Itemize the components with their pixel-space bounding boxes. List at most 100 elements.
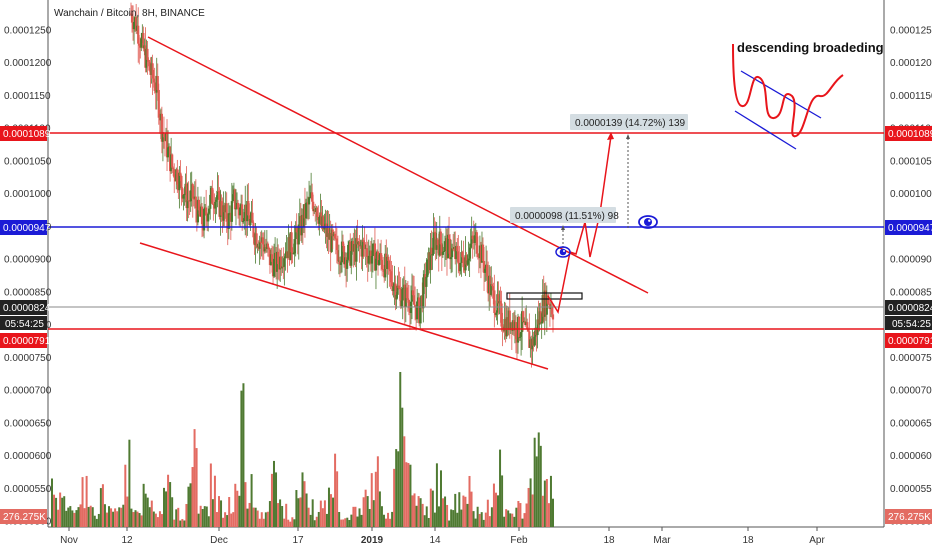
candle-body [491,284,494,287]
candle-body [416,301,419,320]
volume-bar [51,478,53,527]
volume-bar [450,509,453,527]
volume-bar [105,512,108,527]
volume-bar [466,503,469,527]
candle-body [493,290,496,314]
candle-body [377,260,381,265]
candle-body [132,21,136,30]
upper-trendline[interactable] [147,36,649,294]
volume-bar [252,507,255,527]
candle-body [200,206,204,225]
volume-bar [362,497,365,527]
volume-bar [110,508,113,527]
candle-body [443,241,447,252]
volume-bar [295,490,298,527]
countdown-timer-left: 05:54:25 [5,319,44,330]
volume-bar [490,507,493,527]
candle-body [456,245,459,252]
volume-bar [456,512,459,527]
volume-bar [89,505,92,527]
candle-body [181,188,184,199]
candle-body [394,283,397,300]
volume-bar [65,510,68,527]
candle-body [151,63,154,79]
breakout-rectangle[interactable] [506,292,583,300]
volume-bar [431,490,434,527]
candle-body [457,251,460,264]
candle-body [196,199,200,223]
volume-bar [315,516,318,527]
volume-bar [509,513,512,527]
candle-body [147,59,150,62]
volume-bar [505,509,508,527]
right-price-axis[interactable]: 0.00012500.00012000.00011500.00011000.00… [890,26,932,528]
candle-body [396,285,399,295]
volume-bar [73,512,76,527]
volume-bar [334,453,337,527]
candle-body [209,194,212,209]
volume-bar [228,497,231,527]
candle-body [236,202,240,210]
volume-bar [425,506,428,527]
candle-body [411,290,415,296]
candle-body [387,256,390,261]
volume-bar [464,496,467,527]
measure-upper-box[interactable] [570,114,688,130]
volume-bar [63,496,66,527]
eye-icon[interactable] [555,246,571,258]
candle-body [259,241,262,243]
price-tick-label: 0.0000600 [890,451,932,462]
volume-bar [482,519,485,527]
candle-body [390,271,393,283]
candle-body [517,316,521,338]
candle-body [214,201,217,209]
volume-bar [387,512,390,527]
volume-bar [95,518,98,527]
candle-body [282,266,285,268]
volume-bar [158,511,161,527]
candle-body [171,154,174,168]
volume-bar [492,483,495,527]
candle-body [339,262,343,265]
time-axis[interactable]: Nov 12 Dec 17 2019 14 Feb 18 Mar 18 Apr [60,527,825,546]
volume-bar [368,508,371,527]
candle-body [172,167,175,170]
candle-body [533,336,536,346]
candle-body [146,48,149,60]
volume-bar [511,513,514,527]
volume-bar [391,511,394,527]
volume-bar [224,512,227,527]
volume-bar [523,513,526,527]
volume-bar [181,519,184,527]
volume-bar [370,473,373,527]
volume-bar [222,517,225,527]
volume-bar [266,511,269,527]
left-price-axis[interactable]: 0.00012500.00012000.00011500.00011000.00… [4,26,52,528]
volume-bar [364,489,367,527]
volume-bar [272,460,275,527]
candle-body [280,256,283,269]
volume-bar [140,515,143,527]
price-tick-label: 0.0000650 [890,418,932,429]
candle-body [550,307,554,315]
volume-bar [397,451,400,527]
eye-icon[interactable] [638,215,658,229]
volume-bar [124,464,127,527]
candle-body [429,247,432,271]
volume-bar [61,497,64,527]
volume-bar [338,511,341,527]
volume-bar [531,494,534,527]
candle-body [211,187,214,204]
price-tick-label: 0.0001000 [890,189,932,200]
lower-trendline[interactable] [139,242,549,370]
volume-bar [163,487,166,527]
candle-body [234,208,238,210]
measure-lower-box[interactable] [510,207,616,223]
candle-body [358,241,361,246]
candle-body [442,251,445,253]
projection-path[interactable] [547,135,612,314]
volume-bar [232,512,235,527]
candle-body [255,233,258,247]
